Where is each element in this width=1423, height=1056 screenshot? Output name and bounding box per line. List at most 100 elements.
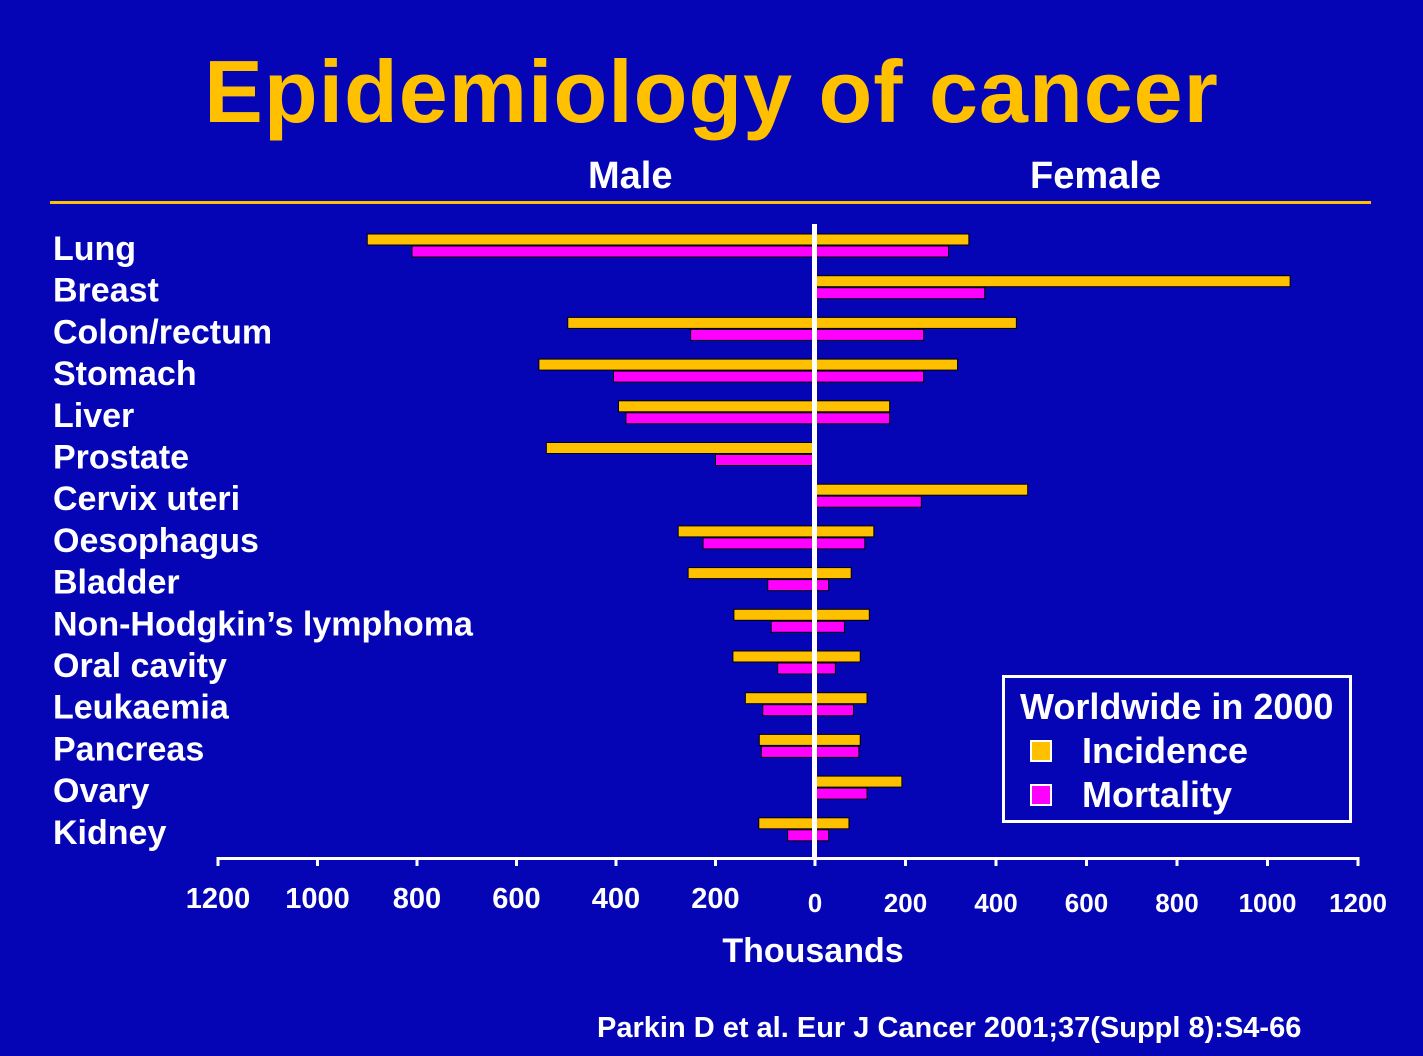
bar-female-incidence-breast: [814, 275, 1291, 288]
x-tick-label-right-1200: 1200: [1329, 888, 1387, 918]
bar-female-mortality-oral-cavity: [814, 662, 836, 675]
category-label-oesophagus: Oesophagus: [53, 522, 259, 560]
bar-male-mortality-oesophagus: [702, 537, 816, 550]
x-tick-neg-1200: [216, 857, 220, 866]
category-label-bladder: Bladder: [53, 564, 180, 602]
category-label-lung: Lung: [53, 230, 136, 268]
x-tick-pos-400: [994, 857, 998, 866]
category-label-cervix-uteri: Cervix uteri: [53, 480, 240, 518]
bar-male-incidence-kidney: [758, 817, 816, 830]
x-tick-label-left-1000: 1000: [285, 883, 350, 915]
bar-female-mortality-bladder: [814, 579, 830, 592]
bar-male-mortality-kidney: [787, 829, 816, 842]
x-tick-neg-400: [614, 857, 618, 866]
category-label-pancreas: Pancreas: [53, 730, 204, 768]
x-tick-label-right-200: 200: [884, 888, 927, 918]
bar-female-incidence-oral-cavity: [814, 650, 861, 663]
bar-female-mortality-leukaemia: [814, 704, 854, 717]
bar-female-incidence-leukaemia: [814, 692, 868, 705]
bar-male-mortality-prostate: [715, 454, 816, 466]
category-label-breast: Breast: [53, 272, 159, 310]
bar-male-mortality-pancreas: [760, 745, 816, 758]
bar-female-incidence-pancreas: [814, 733, 861, 746]
category-label-oral-cavity: Oral cavity: [53, 647, 227, 685]
x-tick-label-right-600: 600: [1065, 888, 1108, 918]
bar-male-incidence-oesophagus: [677, 525, 816, 538]
x-tick-pos-200: [904, 857, 907, 866]
legend-label-incidence: Incidence: [1082, 730, 1249, 771]
header-divider: [50, 201, 1371, 204]
bar-male-mortality-bladder: [767, 579, 816, 592]
category-label-stomach: Stomach: [53, 355, 197, 393]
x-tick-label-left-600: 600: [492, 883, 540, 915]
legend-title: Worldwide in 2000: [1020, 686, 1334, 727]
category-label-kidney: Kidney: [53, 814, 166, 852]
center-axis-line: [812, 224, 817, 858]
bar-female-incidence-stomach: [814, 358, 959, 371]
x-axis-title: Thousands: [722, 932, 903, 970]
female-header: Female: [1030, 155, 1161, 197]
bar-female-mortality-non-hodgkin-s-lymphoma: [814, 620, 845, 633]
x-axis-line: [218, 857, 1358, 860]
bar-female-incidence-non-hodgkin-s-lymphoma: [814, 608, 870, 621]
bar-male-mortality-non-hodgkin-s-lymphoma: [770, 620, 816, 633]
bar-male-incidence-oral-cavity: [732, 650, 816, 663]
bar-male-incidence-non-hodgkin-s-lymphoma: [733, 608, 816, 621]
legend: Worldwide in 2000 Incidence Mortality: [1002, 675, 1352, 823]
x-tick-label-left-400: 400: [592, 883, 640, 915]
legend-label-mortality: Mortality: [1082, 774, 1233, 815]
x-tick-pos-0: [813, 857, 817, 866]
bar-male-mortality-liver: [625, 412, 816, 425]
x-tick-pos-600: [1085, 857, 1088, 866]
x-tick-neg-200: [714, 857, 717, 866]
category-label-prostate: Prostate: [53, 439, 189, 477]
citation: Parkin D et al. Eur J Cancer 2001;37(Sup…: [597, 1012, 1302, 1044]
bar-male-incidence-lung: [366, 233, 816, 246]
x-tick-neg-1000: [316, 857, 319, 866]
bar-female-mortality-liver: [814, 412, 891, 425]
category-label-leukaemia: Leukaemia: [53, 689, 230, 727]
x-tick-label-right-1000: 1000: [1239, 888, 1297, 918]
bar-male-mortality-leukaemia: [762, 704, 816, 717]
bar-female-mortality-stomach: [814, 370, 925, 383]
bar-male-mortality-oral-cavity: [777, 662, 816, 675]
x-tick-neg-600: [515, 857, 518, 866]
bar-female-incidence-kidney: [814, 817, 850, 830]
legend-swatch-incidence: [1030, 740, 1052, 762]
x-tick-label-left-1200: 1200: [186, 883, 251, 915]
bar-male-mortality-lung: [411, 245, 816, 258]
bar-female-incidence-colon-rectum: [814, 316, 1017, 329]
bar-male-incidence-prostate: [545, 442, 816, 454]
x-tick-label-left-800: 800: [393, 883, 441, 915]
category-label-liver: Liver: [53, 397, 134, 435]
bar-female-incidence-liver: [814, 400, 891, 413]
bar-female-incidence-bladder: [814, 567, 852, 580]
x-tick-neg-800: [415, 857, 419, 866]
bar-male-incidence-colon-rectum: [567, 316, 816, 329]
x-tick-label-right-0: 0: [808, 888, 822, 918]
bar-female-mortality-kidney: [814, 829, 830, 842]
bar-male-incidence-bladder: [687, 567, 816, 580]
bar-female-incidence-lung: [814, 233, 970, 246]
bar-female-incidence-ovary: [814, 775, 903, 788]
bar-female-mortality-oesophagus: [814, 537, 866, 550]
category-label-non-hodgkin-s-lymphoma: Non-Hodgkin’s lymphoma: [53, 605, 474, 643]
bar-male-mortality-stomach: [613, 370, 816, 383]
x-tick-label-left-200: 200: [691, 883, 739, 915]
bar-female-incidence-cervix-uteri: [814, 483, 1029, 496]
bar-male-incidence-liver: [617, 400, 816, 413]
slide-title: Epidemiology of cancer: [204, 42, 1219, 141]
category-label-colon-rectum: Colon/rectum: [53, 313, 272, 351]
x-tick-pos-800: [1175, 857, 1179, 866]
legend-swatch-mortality: [1030, 784, 1052, 806]
bar-male-mortality-colon-rectum: [690, 328, 816, 341]
bar-male-incidence-leukaemia: [744, 692, 816, 705]
bar-female-mortality-lung: [814, 245, 949, 258]
male-header: Male: [588, 155, 673, 197]
bar-female-mortality-cervix-uteri: [814, 495, 922, 508]
bar-male-incidence-stomach: [538, 358, 816, 371]
category-label-ovary: Ovary: [53, 772, 149, 810]
x-tick-pos-1000: [1266, 857, 1269, 866]
x-tick-label-right-400: 400: [974, 888, 1017, 918]
